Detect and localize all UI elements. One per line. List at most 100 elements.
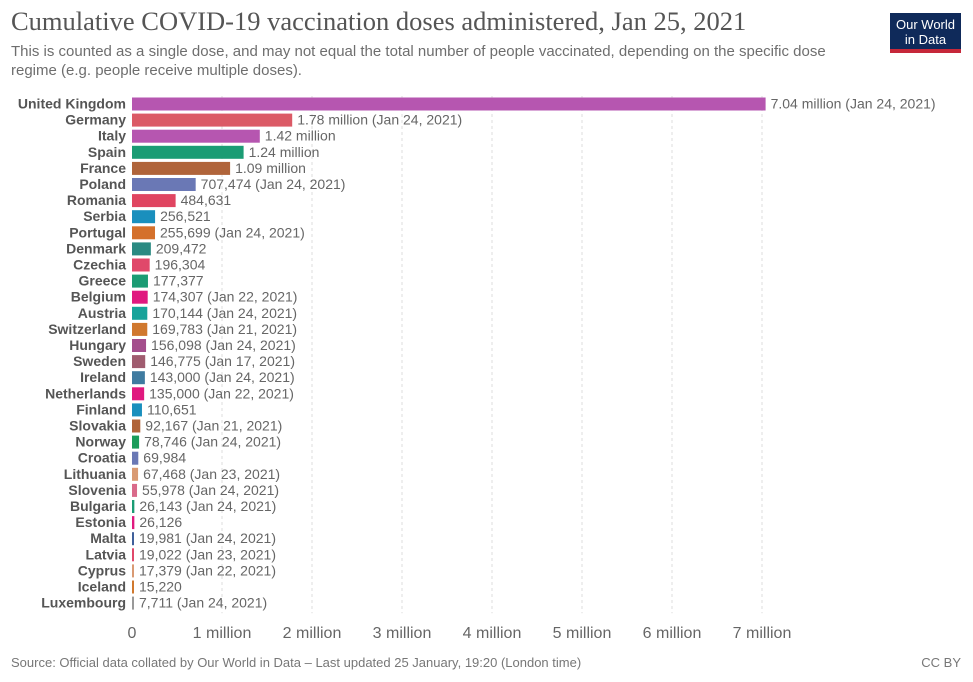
bar-row[interactable]: Ireland 143,000 (Jan 24, 2021) [80,369,295,385]
bar[interactable] [132,290,148,304]
country-label: United Kingdom [18,96,126,112]
owid-logo[interactable]: Our World in Data [890,13,961,53]
bar-row[interactable]: Slovakia 92,167 (Jan 21, 2021) [69,418,282,434]
bar[interactable] [132,564,134,578]
country-label: Switzerland [48,321,126,337]
bar[interactable] [132,161,231,175]
bar-row[interactable]: Portugal 255,699 (Jan 24, 2021) [69,224,305,240]
country-label: Iceland [78,579,126,595]
country-label: Luxembourg [41,595,126,611]
value-label: 67,468 (Jan 23, 2021) [143,466,280,482]
bar[interactable] [132,548,134,562]
bar[interactable] [132,242,151,256]
country-label: Bulgaria [70,498,126,514]
bar-row[interactable]: Hungary 156,098 (Jan 24, 2021) [69,337,296,353]
bar[interactable] [132,210,156,224]
country-label: Greece [79,273,127,289]
bar[interactable] [132,500,135,513]
country-label: Sweden [73,353,126,369]
bar[interactable] [132,322,148,336]
bar-row[interactable]: Switzerland 169,783 (Jan 21, 2021) [48,321,297,337]
bar-row[interactable]: Denmark 209,472 [66,240,207,256]
country-label: Belgium [71,289,126,305]
x-tick-label: 5 million [553,625,612,642]
bar[interactable] [132,226,156,240]
bar[interactable] [132,435,140,449]
country-label: Poland [79,176,126,192]
bar-row[interactable]: Romania 484,631 [67,192,232,208]
country-label: Italy [98,128,126,144]
bar-row[interactable]: Austria 170,144 (Jan 24, 2021) [78,305,297,321]
license-link[interactable]: CC BY [921,655,961,670]
bar-row[interactable]: Sweden 146,775 (Jan 17, 2021) [73,353,295,369]
bar-row[interactable]: Slovenia 55,978 (Jan 24, 2021) [68,482,279,498]
value-label: 110,651 [147,401,197,417]
value-label: 209,472 [156,240,207,256]
bar[interactable] [132,145,244,159]
bar-row[interactable]: Latvia 19,022 (Jan 23, 2021) [86,546,276,562]
bar[interactable] [132,274,148,288]
x-tick-label: 6 million [643,625,702,642]
bar-row[interactable]: Malta 19,981 (Jan 24, 2021) [90,530,276,546]
bar-row[interactable]: Cyprus 17,379 (Jan 22, 2021) [78,562,276,578]
bar-row[interactable]: Czechia 196,304 [73,257,205,273]
bar-row[interactable]: Spain 1.24 million [88,144,320,160]
bar[interactable] [132,355,146,369]
bar[interactable] [132,129,260,143]
bar[interactable] [132,516,135,530]
bar-row[interactable]: Poland 707,474 (Jan 24, 2021) [79,176,345,192]
value-label: 7,711 (Jan 24, 2021) [139,595,267,611]
bar[interactable] [132,483,138,497]
bar[interactable] [132,532,134,546]
source-note: Source: Official data collated by Our Wo… [11,655,582,670]
bar-row[interactable]: Luxembourg 7,711 (Jan 24, 2021) [41,595,267,611]
x-axis: 0 1 million 2 million 3 million 4 million 5 m… [128,625,792,642]
bar[interactable] [132,339,147,352]
bar-row[interactable]: Estonia 26,126 [75,514,182,530]
bar-row[interactable]: Lithuania 67,468 (Jan 23, 2021) [64,466,280,482]
bar[interactable] [132,113,293,127]
bar-row[interactable]: Netherlands 135,000 (Jan 22, 2021) [45,385,294,401]
country-label: Denmark [66,240,126,256]
bar[interactable] [132,387,145,401]
bar[interactable] [132,306,148,320]
bar[interactable] [132,580,134,594]
country-label: Portugal [69,224,126,240]
bar-row[interactable]: Greece 177,377 [79,273,204,289]
country-label: Serbia [83,208,126,224]
country-label: Estonia [75,514,126,530]
country-label: Cyprus [78,562,126,578]
value-label: 196,304 [155,257,206,273]
bar-row[interactable]: France 1.09 million [80,160,306,176]
bar[interactable] [132,467,139,481]
value-label: 707,474 (Jan 24, 2021) [201,176,346,192]
bar[interactable] [132,194,176,208]
bar-row[interactable]: Germany 1.78 million (Jan 24, 2021) [65,112,462,128]
bar-row[interactable]: Croatia 69,984 [78,450,187,466]
bar-row[interactable]: Belgium 174,307 (Jan 22, 2021) [71,289,298,305]
bar-row[interactable]: Iceland 15,220 [78,579,182,595]
bar[interactable] [132,258,150,272]
bar-row[interactable]: Bulgaria 26,143 (Jan 24, 2021) [70,498,276,514]
x-tick-label: 0 [128,625,137,642]
country-label: Czechia [73,257,126,273]
bar[interactable] [132,451,139,465]
bar-row[interactable]: Italy 1.42 million [98,128,336,144]
bar-row[interactable]: United Kingdom 7.04 million (Jan 24, 2021… [18,96,936,112]
country-label: Hungary [69,337,126,353]
bars: United Kingdom 7.04 million (Jan 24, 2021… [18,96,936,611]
bar[interactable] [132,97,766,111]
country-label: Ireland [80,369,126,385]
bar-row[interactable]: Norway 78,746 (Jan 24, 2021) [75,434,281,450]
value-label: 143,000 (Jan 24, 2021) [150,369,295,385]
country-label: Finland [76,401,126,417]
bar[interactable] [132,596,134,610]
value-label: 169,783 (Jan 21, 2021) [152,321,297,337]
bar[interactable] [132,403,142,417]
bar-row[interactable]: Finland 110,651 [76,401,197,417]
bar[interactable] [132,371,145,385]
bar[interactable] [132,419,141,433]
bar[interactable] [132,178,196,191]
logo-line-1: Our World [896,17,955,32]
bar-row[interactable]: Serbia 256,521 [83,208,211,224]
